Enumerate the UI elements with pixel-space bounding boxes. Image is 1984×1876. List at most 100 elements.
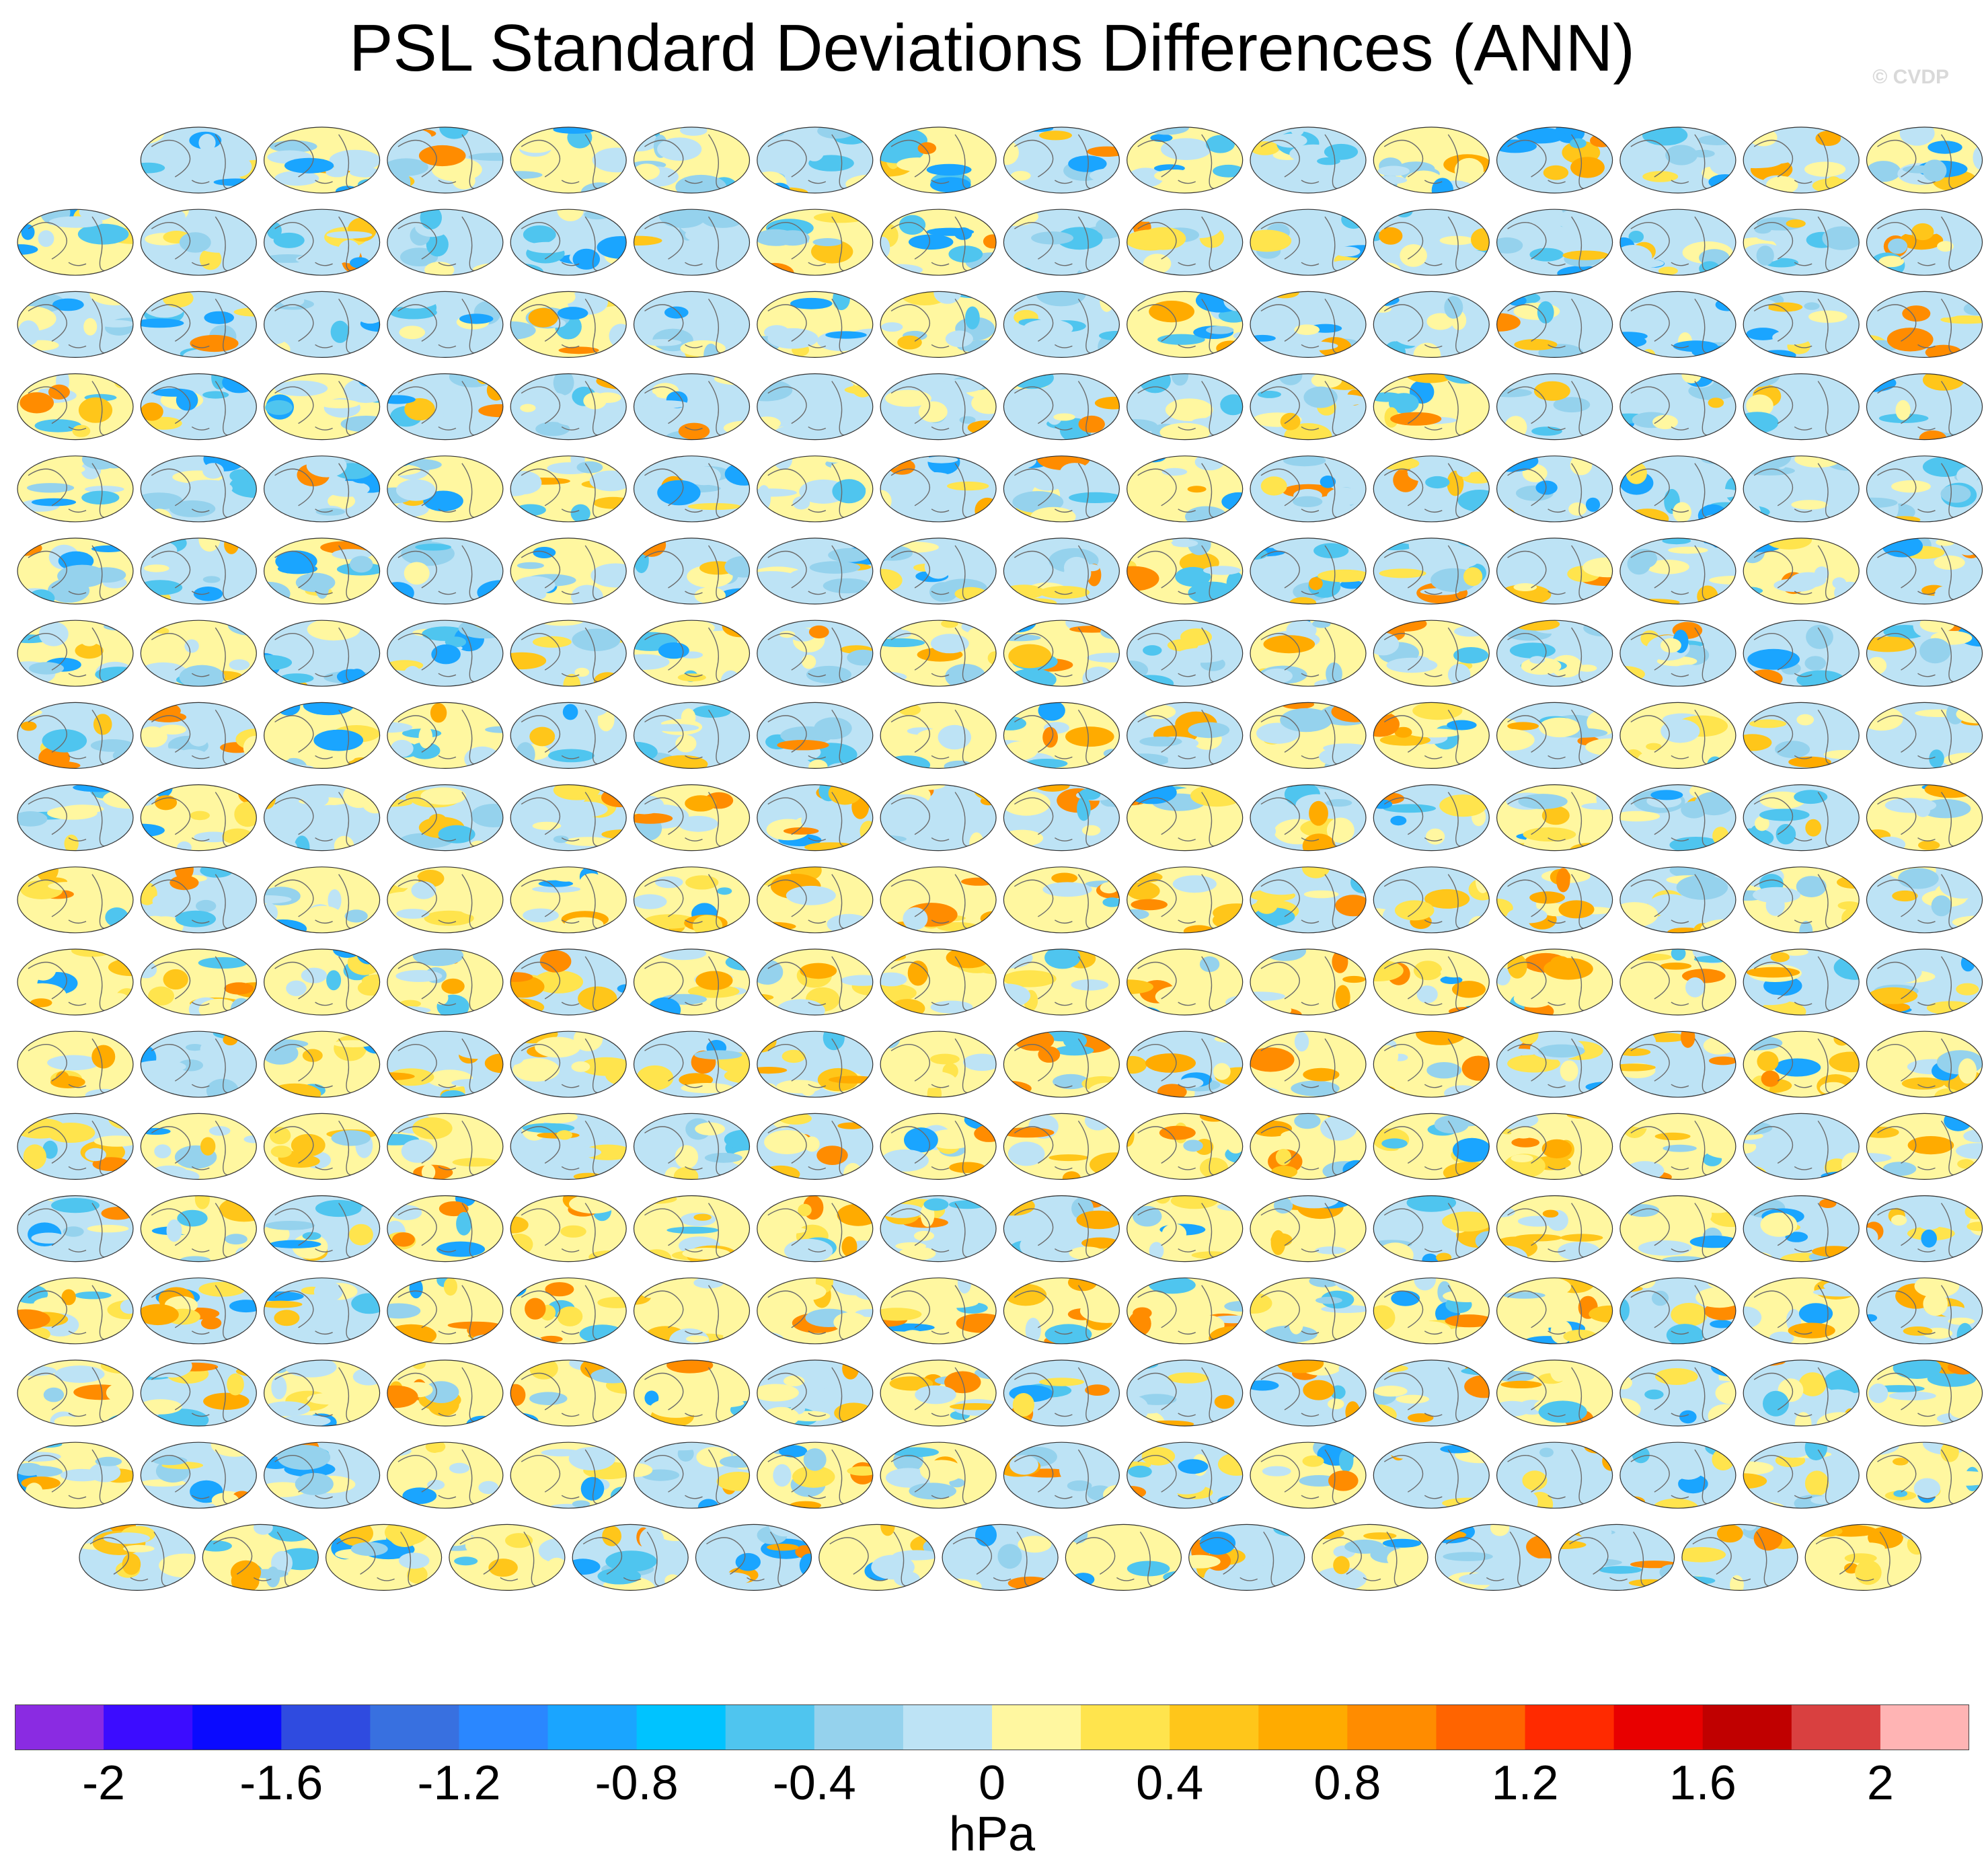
map-anomaly-patch: [812, 238, 843, 246]
map-panel-outline: [1250, 1195, 1367, 1263]
map-anomaly-patch: [1632, 1446, 1650, 1464]
map-anomaly-patch: [23, 1144, 46, 1170]
map-anomaly-patch: [1760, 1212, 1798, 1237]
map-anomaly-patch: [426, 232, 449, 257]
map-panel: [510, 866, 627, 934]
map-panel-outline: [633, 1113, 751, 1180]
map-panel-outline: [1866, 784, 1983, 852]
map-anomaly-patch: [28, 589, 55, 604]
map-anomaly-patch: [1496, 1113, 1529, 1126]
map-panel: [387, 1030, 504, 1098]
map-anomaly-patch: [1471, 228, 1490, 251]
map-anomaly-patch: [1907, 1136, 1954, 1155]
map-anomaly-patch: [1841, 1152, 1860, 1177]
map-anomaly-patch: [1743, 500, 1761, 522]
map-anomaly-patch: [613, 890, 627, 909]
map-panel-outline: [880, 1277, 997, 1345]
map-anomaly-patch: [1496, 455, 1539, 472]
map-panel-outline: [1127, 702, 1244, 770]
map-anomaly-patch: [1377, 457, 1420, 470]
map-anomaly-patch: [1619, 335, 1647, 348]
map-panel-background: [1743, 538, 1860, 604]
map-anomaly-patch: [295, 572, 336, 593]
map-anomaly-patch: [1303, 1067, 1340, 1082]
map-anomaly-patch: [1831, 403, 1856, 412]
map-anomaly-patch: [356, 373, 377, 387]
map-anomaly-patch: [1923, 1291, 1948, 1316]
map-panel-outline: [757, 948, 874, 1016]
map-anomaly-patch: [929, 582, 958, 602]
map-anomaly-patch: [1056, 227, 1103, 250]
map-anomaly-patch: [924, 554, 952, 579]
map-anomaly-patch: [757, 379, 793, 402]
map-anomaly-patch: [987, 651, 997, 665]
map-anomaly-patch: [1837, 901, 1860, 910]
map-anomaly-patch: [576, 461, 603, 474]
map-anomaly-patch: [1127, 949, 1141, 961]
map-anomaly-patch: [1414, 215, 1456, 239]
map-anomaly-patch: [720, 298, 750, 323]
map-anomaly-patch: [1690, 296, 1720, 320]
map-anomaly-patch: [445, 636, 467, 648]
map-panel: [387, 1441, 504, 1509]
map-anomaly-patch: [517, 562, 545, 569]
colorbar-swatch: [104, 1704, 193, 1750]
map-anomaly-patch: [91, 1045, 116, 1069]
map-anomaly-patch: [766, 1226, 807, 1234]
map-anomaly-patch: [1804, 1470, 1829, 1497]
map-anomaly-patch: [409, 1279, 423, 1299]
map-anomaly-patch: [634, 954, 663, 976]
map-anomaly-patch: [190, 334, 239, 352]
map-anomaly-patch: [141, 1060, 186, 1074]
map-anomaly-patch: [1250, 821, 1276, 841]
map-panel-outline: [633, 1277, 751, 1345]
map-anomaly-patch: [926, 163, 972, 176]
map-anomaly-patch: [1804, 1442, 1828, 1461]
map-panel: [633, 1277, 751, 1345]
map-anomaly-patch: [574, 1579, 604, 1591]
map-anomaly-patch: [954, 1088, 994, 1098]
map-anomaly-patch: [1628, 231, 1644, 243]
map-anomaly-patch: [1960, 954, 1975, 972]
map-anomaly-patch: [735, 1552, 761, 1571]
map-anomaly-patch: [841, 1236, 857, 1257]
map-anomaly-patch: [685, 875, 719, 890]
map-anomaly-patch: [1866, 636, 1915, 652]
map-panel-outline: [1250, 1030, 1367, 1098]
map-panel-outline: [1619, 209, 1737, 276]
map-anomaly-patch: [694, 1050, 742, 1060]
map-anomaly-patch: [638, 586, 652, 597]
map-anomaly-patch: [184, 375, 204, 391]
map-anomaly-patch: [1934, 1088, 1961, 1098]
map-anomaly-patch: [675, 735, 697, 753]
map-anomaly-patch: [1381, 1138, 1408, 1149]
map-anomaly-patch: [1149, 301, 1194, 323]
map-anomaly-patch: [1756, 246, 1774, 266]
map-anomaly-patch: [1328, 1470, 1359, 1491]
map-panel: [1743, 620, 1860, 687]
map-anomaly-patch: [443, 390, 459, 401]
map-panel: [17, 373, 134, 441]
map-anomaly-patch: [1679, 1410, 1697, 1424]
map-panel-outline: [1373, 455, 1490, 523]
map-panel-outline: [880, 209, 997, 276]
map-panel: [1619, 373, 1737, 441]
map-anomaly-patch: [776, 999, 825, 1015]
map-anomaly-patch: [430, 1451, 478, 1460]
map-anomaly-patch: [1217, 1231, 1233, 1251]
map-anomaly-patch: [1389, 313, 1421, 337]
map-anomaly-patch: [693, 376, 715, 389]
map-anomaly-patch: [169, 500, 216, 517]
map-panel: [140, 1030, 257, 1098]
map-anomaly-patch: [1335, 985, 1350, 1010]
map-anomaly-patch: [880, 1501, 895, 1509]
map-anomaly-patch: [942, 1574, 955, 1589]
map-anomaly-patch: [764, 1130, 810, 1154]
map-anomaly-patch: [1575, 1195, 1613, 1212]
map-panel-outline: [1619, 866, 1737, 934]
map-anomaly-patch: [1652, 414, 1678, 430]
map-anomaly-patch: [1496, 1049, 1541, 1056]
map-anomaly-patch: [1470, 1483, 1490, 1493]
map-anomaly-patch: [1711, 1360, 1736, 1378]
map-anomaly-patch: [634, 1168, 656, 1180]
